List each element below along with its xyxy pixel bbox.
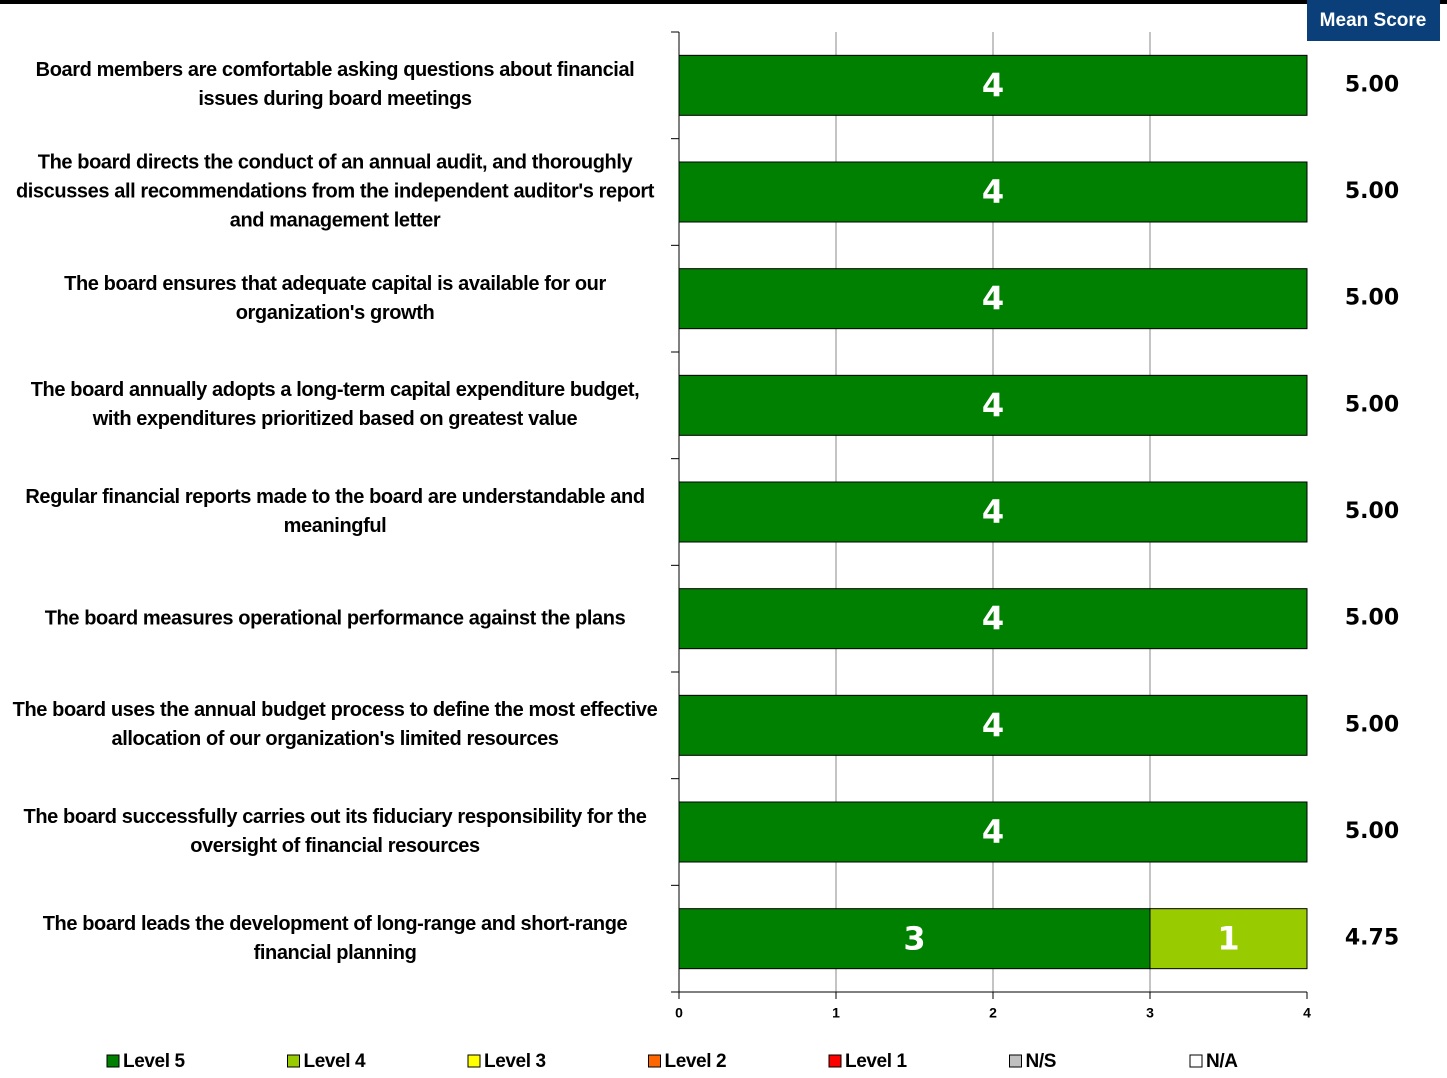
bar-segment bbox=[678, 161, 1308, 223]
data-label: 4 bbox=[982, 280, 1004, 318]
top-rule bbox=[0, 0, 1447, 4]
legend-label: N/A bbox=[1206, 1051, 1238, 1072]
mean-score: 5.00 bbox=[1345, 819, 1399, 844]
mean-score: 5.00 bbox=[1345, 286, 1399, 311]
legend-swatch bbox=[106, 1054, 120, 1068]
data-label: 3 bbox=[903, 920, 925, 958]
data-label: 4 bbox=[982, 600, 1004, 638]
category-label: The board uses the annual budget process… bbox=[12, 699, 658, 751]
x-tick-label: 0 bbox=[675, 1005, 683, 1021]
category-label: The board measures operational performan… bbox=[44, 607, 626, 630]
mean-score: 4.75 bbox=[1345, 926, 1399, 951]
data-label: 4 bbox=[982, 173, 1004, 211]
x-tick-label: 4 bbox=[1303, 1005, 1311, 1021]
mean-score: 5.00 bbox=[1345, 392, 1399, 417]
mean-score-header bbox=[1307, 0, 1440, 41]
mean-score: 5.00 bbox=[1345, 499, 1399, 524]
x-tick-label: 3 bbox=[1146, 1005, 1154, 1021]
category-label: The board ensures that adequate capital … bbox=[64, 272, 606, 324]
legend-label: N/S bbox=[1026, 1051, 1056, 1072]
legend-label: Level 2 bbox=[665, 1051, 727, 1072]
data-label: 1 bbox=[1217, 920, 1239, 958]
mean-score: 5.00 bbox=[1345, 606, 1399, 631]
bar-segment bbox=[678, 801, 1308, 863]
category-label: The board annually adopts a long-term ca… bbox=[30, 379, 640, 431]
mean-score: 5.00 bbox=[1345, 72, 1399, 97]
legend-label: Level 1 bbox=[845, 1051, 907, 1072]
category-label: Board members are comfortable asking que… bbox=[35, 59, 635, 111]
mean-score-title: Mean Score bbox=[1320, 10, 1427, 31]
legend-swatch bbox=[467, 1054, 481, 1068]
bar-segment bbox=[678, 694, 1308, 756]
bar-segment bbox=[678, 908, 1151, 970]
legend-swatch bbox=[1009, 1054, 1022, 1068]
bar-segment bbox=[678, 588, 1308, 650]
bar-segment bbox=[678, 54, 1308, 116]
x-tick-label: 1 bbox=[832, 1005, 840, 1021]
legend-swatch bbox=[648, 1054, 661, 1068]
mean-score: 5.00 bbox=[1345, 712, 1399, 737]
legend-label: Level 3 bbox=[484, 1051, 546, 1072]
data-label: 4 bbox=[982, 66, 1004, 104]
bar-segment bbox=[1149, 908, 1308, 970]
mean-score: 5.00 bbox=[1345, 179, 1399, 204]
x-tick-label: 2 bbox=[989, 1005, 997, 1021]
bar-segment bbox=[678, 374, 1308, 436]
legend-swatch bbox=[287, 1054, 300, 1068]
data-label: 4 bbox=[982, 706, 1004, 744]
legend-swatch bbox=[828, 1054, 842, 1068]
legend-label: Level 4 bbox=[304, 1051, 366, 1072]
legend-swatch bbox=[1189, 1054, 1203, 1068]
category-label: Regular financial reports made to the bo… bbox=[25, 486, 645, 537]
category-label: The board leads the development of long-… bbox=[42, 912, 628, 964]
bar-segment bbox=[678, 268, 1308, 330]
category-label: The board successfully carries out its f… bbox=[23, 806, 647, 857]
bar-segment bbox=[678, 481, 1308, 543]
data-label: 4 bbox=[982, 813, 1004, 851]
data-label: 4 bbox=[982, 493, 1004, 531]
data-label: 4 bbox=[982, 386, 1004, 424]
legend-label: Level 5 bbox=[123, 1051, 185, 1072]
category-label: The board directs the conduct of an annu… bbox=[15, 151, 655, 232]
